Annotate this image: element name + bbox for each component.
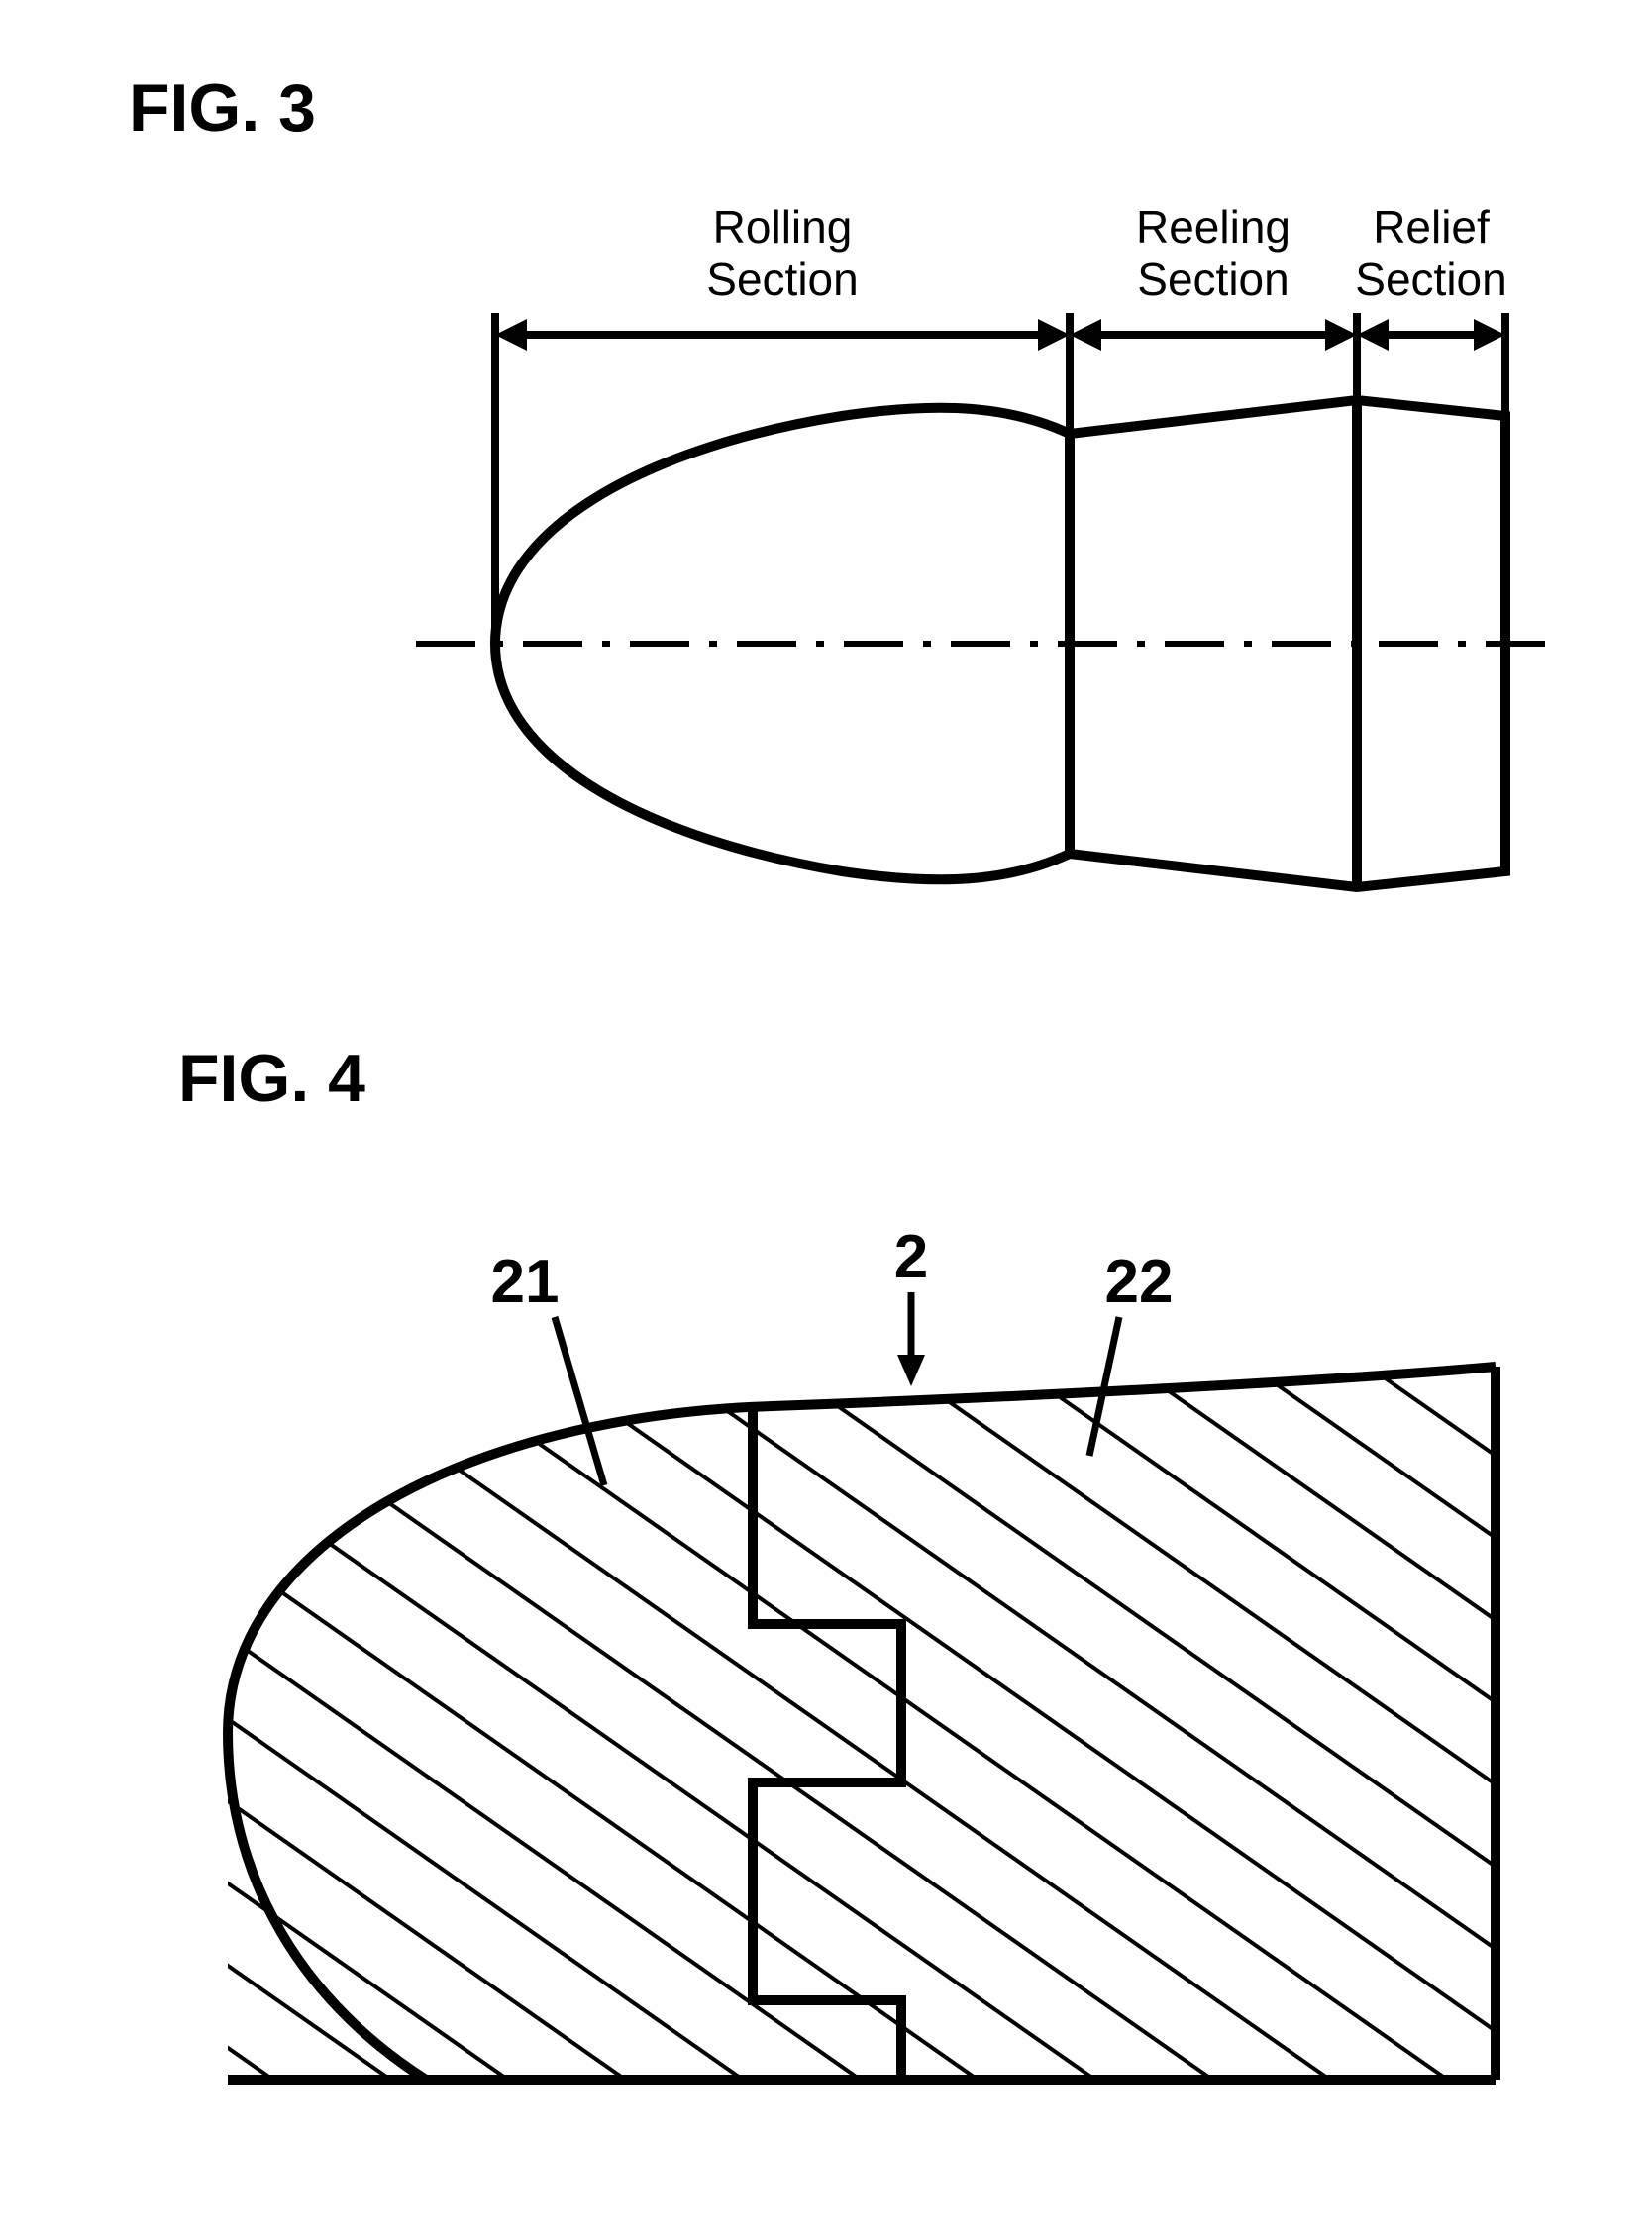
fig3-reeling-label-line1: Reeling [1136,201,1291,253]
figure-4-label: FIG. 4 [178,1040,365,1117]
page-root: FIG. 3 Rolling Section Reeling Section R… [0,0,1652,2238]
fig3-relief-label-line1: Relief [1373,201,1490,253]
fig3-rolling-label-line1: Rolling [713,201,853,253]
fig3-reeling-label-line2: Section [1137,254,1289,305]
fig4-callout-2-arrowhead [897,1355,925,1386]
fig3-relief-label-line2: Section [1355,254,1506,305]
fig4-callout-21: 21 [491,1248,560,1316]
fig4-callout-22: 22 [1105,1248,1174,1316]
fig3-rolling-label-line2: Section [706,254,858,305]
figure-3-diagram: Rolling Section Reeling Section Relief S… [0,0,1652,990]
fig4-callout-2: 2 [894,1223,928,1291]
fig4-hatch-region [198,1337,1535,2129]
figure-4-diagram: 21 2 22 [0,1139,1652,2228]
